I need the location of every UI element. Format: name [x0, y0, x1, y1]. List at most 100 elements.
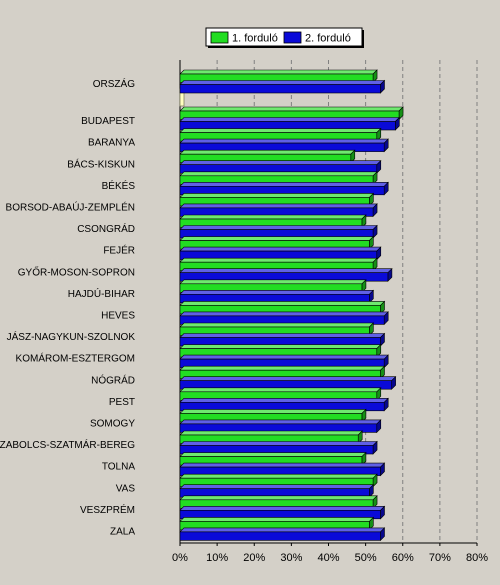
bar-1-12 — [179, 322, 375, 337]
category-label: NÓGRÁD — [91, 373, 135, 386]
bar-1-21 — [179, 516, 375, 531]
bar-1-17 — [179, 430, 363, 445]
x-tick-label: 80% — [466, 552, 488, 564]
bar-2-15 — [179, 397, 389, 412]
bar-1-4 — [179, 149, 356, 164]
category-label: HAJDÚ-BIHAR — [68, 287, 135, 300]
bar-2-9 — [179, 267, 393, 282]
bar-top-face — [179, 279, 367, 285]
bar-top-face — [179, 149, 356, 155]
x-tick-label: 70% — [429, 552, 451, 564]
bar-top-face — [179, 257, 378, 263]
bar-2-8 — [179, 246, 382, 261]
bar-top-face — [179, 495, 378, 501]
bar-top-face — [179, 441, 378, 446]
x-tick-label: 20% — [243, 552, 265, 564]
bar-top-face — [179, 203, 378, 209]
bar-top-face — [179, 419, 382, 425]
category-label: SZABOLCS-SZATMÁR-BEREG — [0, 438, 135, 451]
legend-label: 2. forduló — [305, 33, 351, 45]
bar-top-face — [179, 193, 375, 198]
bar-top-face — [179, 182, 389, 187]
bar-front-face — [179, 84, 381, 94]
bar-top-face — [179, 527, 386, 533]
bar-1-20 — [179, 495, 378, 510]
bar-top-face — [179, 376, 397, 382]
category-label: VAS — [116, 483, 136, 494]
bar-1-18 — [179, 451, 367, 466]
bar-top-face — [179, 505, 386, 511]
bar-1-9 — [179, 257, 378, 272]
bar-top-face — [179, 409, 367, 414]
bar-top-face — [179, 397, 389, 403]
x-axis: 0% 10% 20% 30% 40% 50% 60% 70% 80% — [172, 543, 488, 564]
category-labels: ORSZÁG BUDAPEST BARANYA BÁCS-KISKUN BÉKÉS BOR… — [0, 77, 135, 537]
bar-top-face — [179, 289, 375, 295]
bar-2-19 — [179, 483, 375, 498]
bar-2-12 — [179, 332, 386, 347]
bar-2-18 — [179, 462, 386, 477]
category-label: BÉKÉS — [102, 179, 136, 192]
bar-top-face — [179, 268, 393, 274]
bar-top-face — [179, 225, 378, 230]
bar-1-13 — [179, 343, 382, 358]
x-tick-label: 10% — [206, 552, 228, 564]
bar-2-7 — [179, 224, 378, 239]
bar-1-3 — [179, 127, 382, 142]
category-label: ORSZÁG — [93, 77, 135, 90]
bar-2-11 — [179, 311, 389, 326]
bar-top-face — [179, 171, 378, 177]
bar-1-14 — [179, 365, 386, 380]
bar-top-face — [179, 236, 375, 241]
bar-1-10 — [179, 279, 367, 294]
bar-1-2 — [179, 106, 404, 121]
bar-2-1 — [179, 79, 386, 94]
bars — [179, 69, 404, 542]
bar-2-3 — [179, 138, 389, 153]
category-label: TOLNA — [102, 462, 135, 473]
bar-2-10 — [179, 289, 375, 304]
bar-top-face — [179, 322, 375, 328]
x-tick-label: 0% — [172, 552, 188, 564]
category-label: BÁCS-KISKUN — [67, 157, 135, 170]
bar-top-face — [179, 301, 386, 306]
bar-top-face — [179, 387, 382, 393]
bar-2-20 — [179, 505, 386, 520]
bar-top-face — [179, 214, 367, 220]
bar-1-5 — [179, 171, 378, 186]
x-tick-label: 50% — [355, 552, 377, 564]
bar-top-face — [179, 354, 389, 360]
bar-top-face — [179, 138, 389, 144]
legend: 1. forduló 2. forduló — [205, 27, 364, 48]
bar-top-face — [179, 128, 382, 133]
category-label: BARANYA — [88, 138, 135, 149]
category-label: BORSOD-ABAÚJ-ZEMPLÉN — [6, 201, 135, 214]
bar-top-face — [179, 462, 386, 468]
x-tick-label: 40% — [317, 552, 339, 564]
bar-2-21 — [179, 527, 386, 542]
bar-1-11 — [179, 300, 386, 315]
bar-2-16 — [179, 419, 382, 434]
legend-swatch — [210, 31, 229, 44]
legend-swatch — [283, 31, 302, 44]
bar-2-6 — [179, 203, 378, 218]
category-label: SOMOGY — [90, 419, 135, 430]
category-label: VESZPRÉM — [80, 503, 135, 516]
bar-top-face — [179, 311, 389, 317]
bar-top-face — [179, 517, 375, 522]
bar-top-face — [179, 160, 382, 165]
category-label: CSONGRÁD — [77, 222, 135, 235]
bar-top-face — [179, 484, 375, 490]
bar-1-7 — [179, 214, 367, 229]
category-label: FEJÉR — [103, 244, 135, 257]
bar-2-4 — [179, 159, 382, 174]
bar-2-5 — [179, 181, 389, 196]
bar-2-2 — [179, 116, 401, 131]
category-label: KOMÁROM-ESZTERGOM — [16, 352, 135, 365]
legend-label: 1. forduló — [232, 33, 278, 45]
bar-top-face — [179, 430, 363, 436]
bar-top-face — [179, 473, 378, 479]
bar-1-15 — [179, 387, 382, 402]
x-tick-label: 30% — [280, 552, 302, 564]
category-label: PEST — [109, 397, 135, 408]
